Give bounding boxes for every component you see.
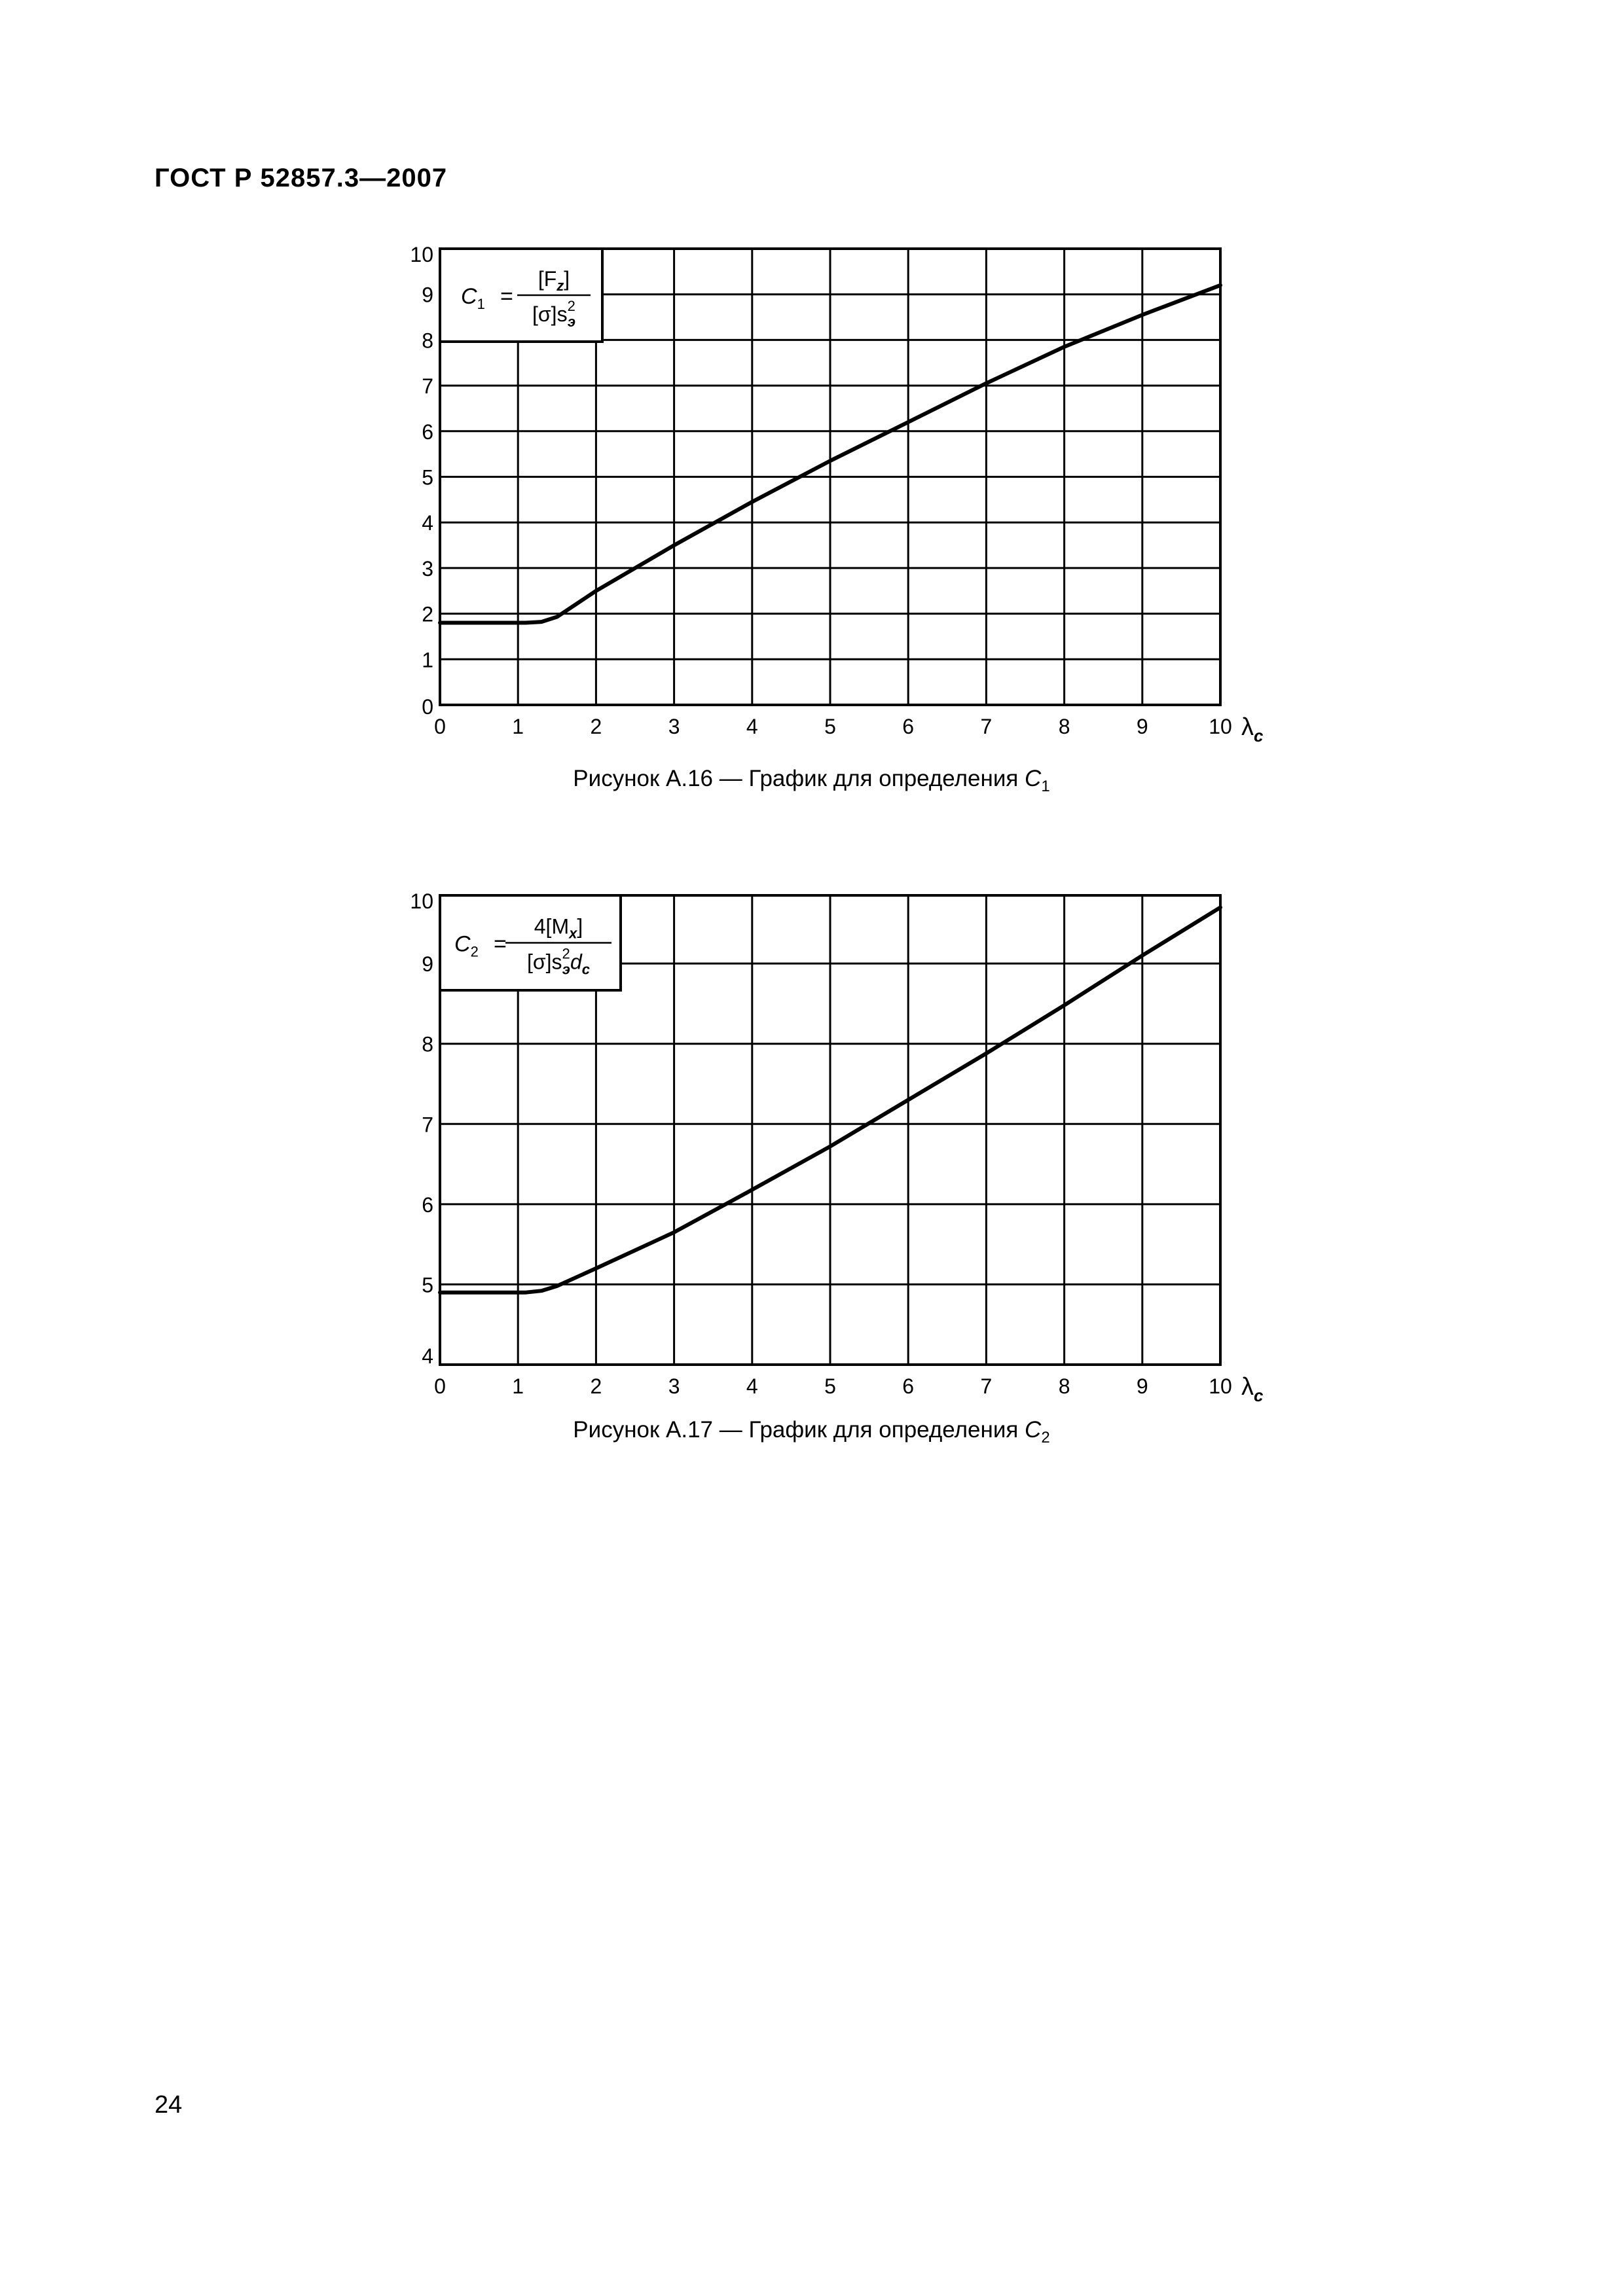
x-tick-label: 0 [434, 1374, 446, 1398]
figure-caption-a16: Рисунок А.16 — График для определения C1 [573, 766, 1050, 795]
x-tick-label: 3 [668, 1374, 680, 1398]
y-tick-labels: 1 2 3 4 5 6 7 8 9 10 0 [410, 243, 433, 719]
x-axis-label: λc [1241, 1373, 1264, 1405]
chart-c2: C2 = 4[Mx] [σ]s2 эdc 0 1 2 3 4 5 6 7 8 9 10 λc 4 5 6 7 8 9 10 [410, 889, 1264, 1405]
y-tick-label: 4 [422, 1344, 433, 1368]
y-tick-label: 9 [422, 283, 433, 307]
y-tick-label: 10 [410, 889, 433, 913]
chart-c1: C1 = [Fz] [σ]s2 э 0 1 2 3 4 5 6 7 8 9 10 λc 1 2 3 4 5 6 7 8 9 10 0 [410, 243, 1264, 745]
y-tick-label: 10 [410, 243, 433, 266]
formula: C2 = 4[Mx] [σ]s2 эdc [454, 915, 611, 978]
x-tick-label: 3 [668, 715, 680, 738]
x-tick-labels: 0 1 2 3 4 5 6 7 8 9 10 [434, 1374, 1232, 1398]
x-tick-label: 9 [1137, 1374, 1148, 1398]
formula-numerator: [Fz] [538, 267, 570, 294]
formula-equals: = [500, 284, 513, 309]
x-tick-label: 10 [1209, 1374, 1232, 1398]
x-tick-label: 10 [1209, 715, 1232, 738]
x-tick-label: 0 [434, 715, 446, 738]
y-tick-labels: 4 5 6 7 8 9 10 [410, 889, 433, 1368]
x-tick-label: 9 [1137, 715, 1148, 738]
x-tick-label: 5 [824, 715, 836, 738]
formula-equals: = [494, 932, 507, 957]
x-tick-label: 1 [512, 715, 524, 738]
x-tick-label: 1 [512, 1374, 524, 1398]
x-tick-label: 6 [902, 1374, 914, 1398]
plot-frame [439, 247, 1222, 706]
x-tick-label: 7 [981, 715, 993, 738]
y-tick-label: 3 [422, 557, 433, 581]
x-axis-label: λc [1241, 713, 1264, 745]
x-tick-label: 6 [902, 715, 914, 738]
y-tick-label: 6 [422, 420, 433, 444]
x-tick-label: 8 [1059, 1374, 1070, 1398]
x-tick-label: 4 [746, 715, 758, 738]
y-tick-label: 9 [422, 952, 433, 976]
plot-frame [439, 894, 1222, 1366]
y-tick-label: 7 [422, 1113, 433, 1136]
series-line-0 [438, 905, 1222, 1295]
formula: C1 = [Fz] [σ]s2 э [461, 267, 591, 330]
y-tick-label: 4 [422, 511, 433, 535]
y-tick-label: 1 [422, 648, 433, 672]
formula-lhs: C2 [454, 932, 479, 960]
y-tick-label: 8 [422, 329, 433, 352]
figure-caption-a17: Рисунок А.17 — График для определения C2 [573, 1417, 1050, 1446]
y-tick-label: 6 [422, 1193, 433, 1217]
x-tick-label: 8 [1059, 715, 1070, 738]
y-tick-label: 5 [422, 1273, 433, 1297]
y-tick-label-origin: 0 [422, 695, 433, 719]
x-tick-label: 2 [591, 1374, 602, 1398]
formula-numerator: 4[Mx] [534, 915, 583, 942]
x-tick-labels: 0 1 2 3 4 5 6 7 8 9 10 [434, 715, 1232, 738]
page-number: 24 [155, 2091, 183, 2119]
series-line-0 [438, 283, 1222, 625]
y-tick-label: 7 [422, 374, 433, 398]
formula-lhs: C1 [461, 284, 485, 312]
y-tick-label: 8 [422, 1033, 433, 1056]
x-tick-label: 4 [746, 1374, 758, 1398]
formula-denominator: [σ]s2 эdc [527, 946, 590, 978]
y-tick-label: 5 [422, 466, 433, 490]
y-tick-label: 2 [422, 603, 433, 626]
formula-denominator: [σ]s2 э [532, 298, 575, 330]
x-tick-label: 5 [824, 1374, 836, 1398]
document-header: ГОСТ Р 52857.3—2007 [155, 164, 448, 192]
x-tick-label: 7 [981, 1374, 993, 1398]
x-tick-label: 2 [591, 715, 602, 738]
